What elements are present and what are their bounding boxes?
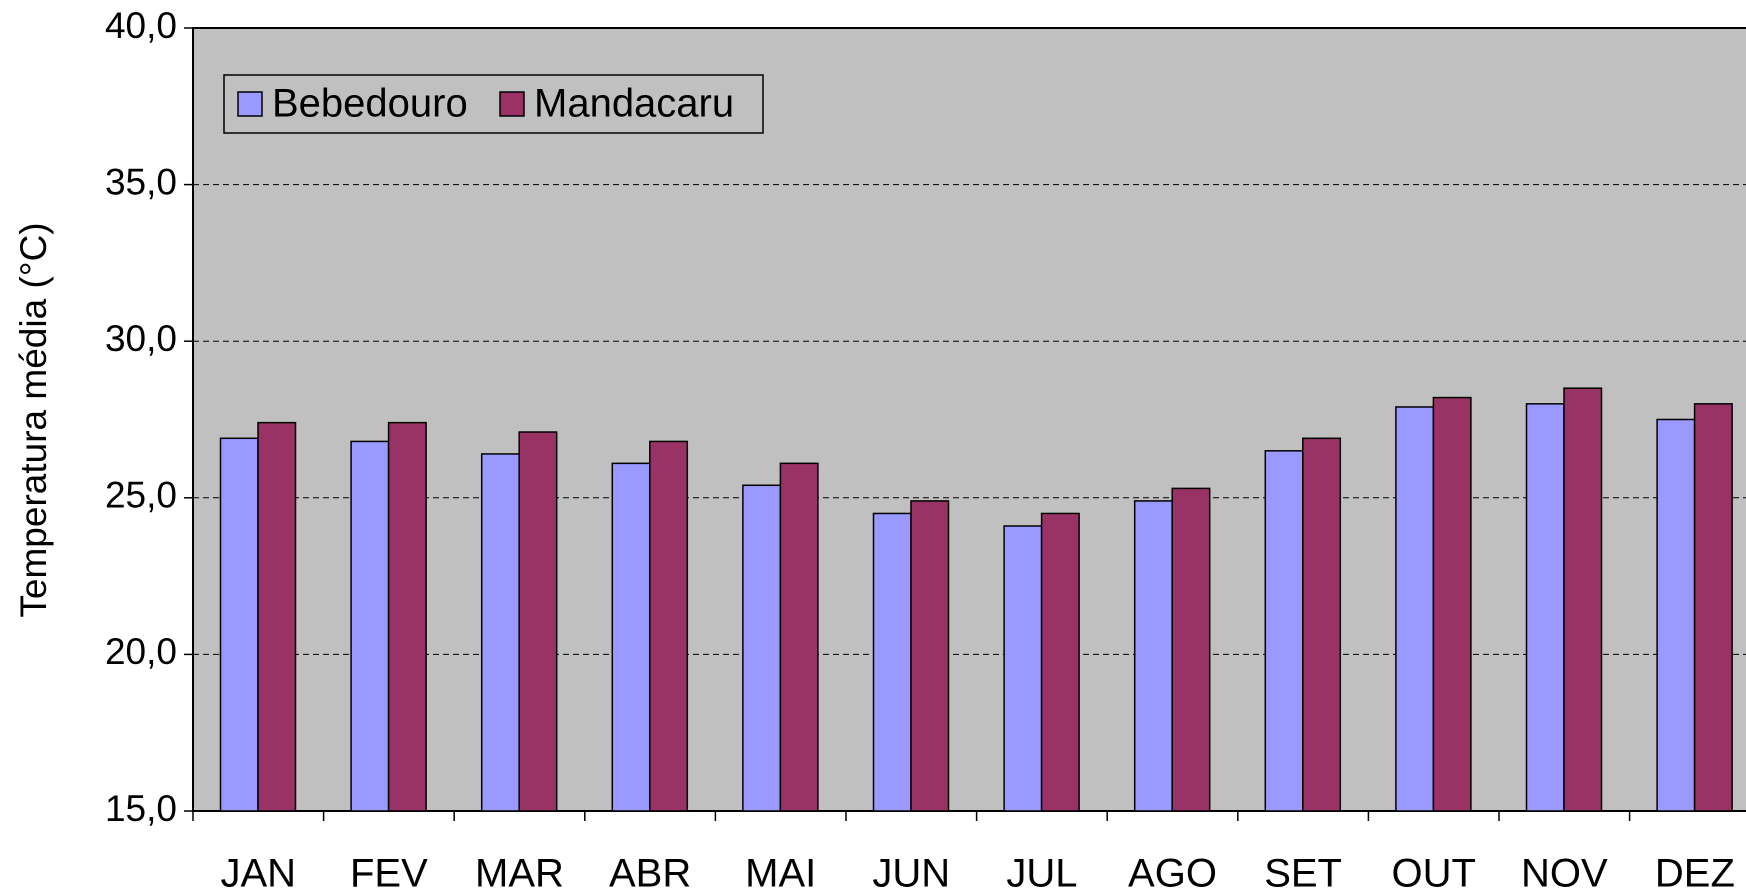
x-tick-label: JUN bbox=[872, 852, 950, 895]
x-tick-label: MAI bbox=[745, 852, 816, 895]
y-tick-label: 20,0 bbox=[105, 631, 177, 672]
bar bbox=[1040, 512, 1080, 812]
x-tick-label: NOV bbox=[1521, 852, 1608, 895]
y-tick-label: 15,0 bbox=[105, 788, 177, 829]
bar bbox=[742, 484, 782, 812]
legend-label: Mandacaru bbox=[534, 82, 734, 126]
y-tick-label: 25,0 bbox=[105, 475, 177, 516]
bar bbox=[1432, 396, 1472, 812]
bar bbox=[350, 440, 390, 812]
bar bbox=[649, 440, 689, 812]
bar bbox=[387, 421, 427, 812]
x-tick-label: DEZ bbox=[1655, 852, 1735, 895]
bar bbox=[1563, 387, 1603, 812]
bar bbox=[518, 431, 558, 812]
x-tick-label: AGO bbox=[1128, 852, 1217, 895]
x-tick-label: SET bbox=[1264, 852, 1342, 895]
bar bbox=[1693, 403, 1733, 812]
bar bbox=[1264, 450, 1304, 812]
bar bbox=[872, 512, 912, 812]
bar bbox=[480, 453, 520, 812]
bar bbox=[219, 437, 259, 812]
x-tick-label: ABR bbox=[609, 852, 691, 895]
y-axis-label: Temperatura média (°C) bbox=[13, 222, 54, 617]
legend-swatch bbox=[237, 91, 263, 117]
bar bbox=[1395, 406, 1435, 812]
bar bbox=[1302, 437, 1342, 812]
legend: Bebedouro Mandacaru bbox=[223, 74, 764, 134]
x-tick-label: JUL bbox=[1006, 852, 1077, 895]
bar bbox=[1003, 525, 1043, 812]
bar bbox=[257, 421, 297, 812]
x-tick-label: OUT bbox=[1391, 852, 1475, 895]
x-tick-label: JAN bbox=[221, 852, 297, 895]
x-tick-label: MAR bbox=[475, 852, 564, 895]
legend-swatch bbox=[499, 91, 525, 117]
bar bbox=[611, 462, 651, 812]
y-tick-label: 30,0 bbox=[105, 318, 177, 359]
y-tick-label: 35,0 bbox=[105, 161, 177, 202]
legend-box bbox=[223, 74, 764, 134]
legend-label: Bebedouro bbox=[272, 82, 468, 126]
bar bbox=[1133, 500, 1173, 812]
x-tick-label: FEV bbox=[350, 852, 428, 895]
bar bbox=[1656, 418, 1696, 812]
bar bbox=[1171, 487, 1211, 812]
plot-area bbox=[192, 27, 1746, 812]
bar bbox=[779, 462, 819, 812]
bar bbox=[910, 500, 950, 812]
y-tick-label: 40,0 bbox=[105, 5, 177, 46]
bar bbox=[1525, 403, 1565, 812]
